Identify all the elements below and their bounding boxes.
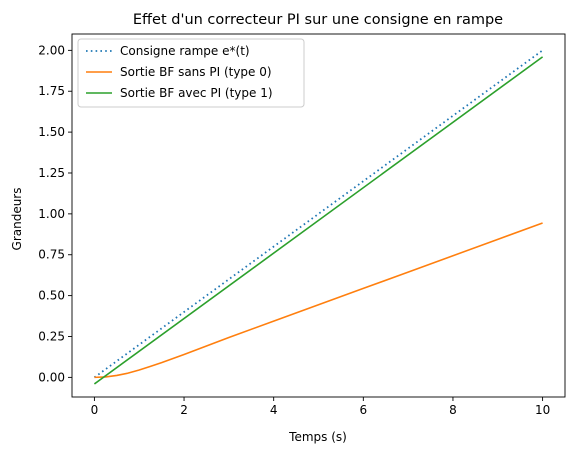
y-tick-label: 2.00	[38, 43, 65, 57]
x-tick-label: 6	[359, 403, 367, 417]
y-tick-label: 1.50	[38, 125, 65, 139]
series-line-2	[94, 222, 543, 379]
x-tick-label: 4	[270, 403, 278, 417]
x-tick-label: 2	[180, 403, 188, 417]
x-tick-label: 10	[535, 403, 550, 417]
y-tick-label: 0.00	[38, 370, 65, 384]
x-tick-label: 0	[91, 403, 99, 417]
y-axis-label: Grandeurs	[10, 188, 24, 251]
legend: Consigne rampe e*(t) Sortie BF sans PI (t…	[77, 38, 305, 108]
plot-frame	[71, 33, 566, 398]
y-tick-label: 0.25	[38, 330, 65, 344]
series-line-1	[93, 49, 544, 379]
series-line-3	[93, 56, 544, 385]
y-tick-label: 1.25	[38, 166, 65, 180]
y-tick-label: 0.75	[38, 248, 65, 262]
y-tick-label: 1.75	[38, 84, 65, 98]
plot-area: 0 2 4 6 8 10 0.00 0.25 0.50 0.75 1.00 1.25 1.50 1.75 2…	[38, 33, 566, 417]
legend-box	[77, 38, 305, 108]
x-axis-label: Temps (s)	[288, 430, 347, 444]
legend-label-1: Consigne rampe e*(t)	[120, 44, 250, 58]
chart-title: Effet d'un correcteur PI sur une consign…	[133, 12, 503, 28]
legend-label-2: Sortie BF sans PI (type 0)	[120, 65, 272, 79]
x-tick-label: 8	[449, 403, 457, 417]
legend-label-3: Sortie BF avec PI (type 1)	[120, 86, 273, 100]
y-tick-label: 1.00	[38, 207, 65, 221]
y-tick-label: 0.50	[38, 289, 65, 303]
